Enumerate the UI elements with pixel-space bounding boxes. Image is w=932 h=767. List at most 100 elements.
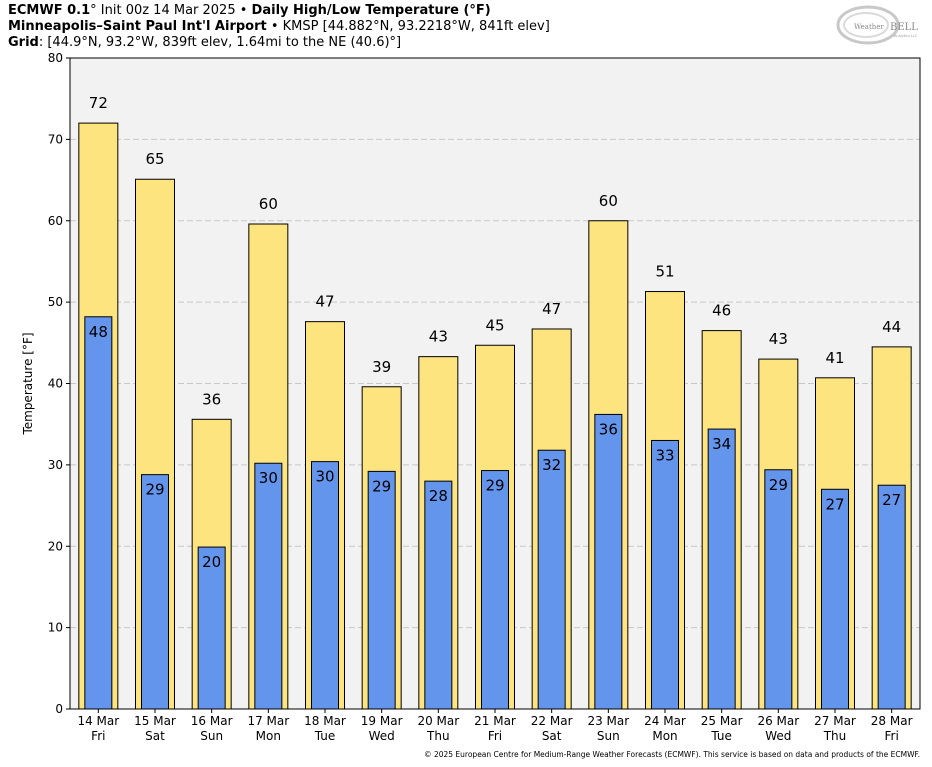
y-tick-label: 60 [48,214,63,228]
x-tick-date: 24 Mar [644,714,686,728]
low-temp-label: 30 [315,468,334,486]
x-tick-weekday: Fri [885,729,899,743]
low-temp-label: 32 [542,456,561,474]
y-tick-label: 50 [48,295,63,309]
low-temp-label: 48 [89,323,108,341]
grid-label: Grid [8,35,39,50]
x-tick-date: 16 Mar [191,714,233,728]
low-temp-bar [877,484,906,710]
x-tick-date: 23 Mar [587,714,629,728]
logo-swirl-outer [836,5,900,45]
model-name: ECMWF 0.1 [8,3,91,18]
x-tick-date: 27 Mar [814,714,856,728]
x-tick-date: 22 Mar [531,714,573,728]
x-tick-date: 17 Mar [247,714,289,728]
weatherbell-logo: Weather BELL Analytics LLC [836,5,918,45]
low-temp-label: 30 [259,469,278,487]
low-temp-bar [424,480,453,710]
high-temp-label: 51 [655,263,674,281]
product-title: Daily High/Low Temperature (°F) [251,3,491,18]
x-tick-date: 18 Mar [304,714,346,728]
station-separator: • [266,19,283,34]
init-time: ° Init 00z 14 Mar 2025 [90,3,236,18]
y-tick-label: 70 [48,132,63,146]
station-name: Minneapolis–Saint Paul Int'l Airport [8,19,267,34]
high-temp-label: 72 [89,94,108,112]
x-tick-weekday: Wed [369,729,395,743]
high-temp-label: 60 [599,192,618,210]
high-temp-label: 47 [542,300,561,318]
high-temp-label: 45 [485,316,504,334]
chart-title-line1: ECMWF 0.1° Init 00z 14 Mar 2025 • Daily … [8,3,491,19]
x-tick-weekday: Tue [314,729,336,743]
value-labels: 72 48 65 29 36 20 60 30 47 30 39 29 43 28 45 29 47 32 60 36… [89,94,901,571]
low-temp-label: 29 [372,477,391,495]
low-temp-label: 20 [202,553,221,571]
x-tick-weekday: Fri [488,729,502,743]
high-temp-label: 47 [315,293,334,311]
high-temp-label: 41 [825,349,844,367]
x-tick-weekday: Sat [145,729,165,743]
low-temp-bar [84,316,113,710]
high-temp-label: 46 [712,302,731,320]
logo-text-a: Weather [854,23,884,31]
x-tick-weekday: Sun [200,729,223,743]
low-temp-bar [254,462,283,710]
x-tick-date: 21 Mar [474,714,516,728]
grid-details: : [44.9°N, 93.2°W, 839ft elev, 1.64mi to… [38,35,402,50]
y-tick-label: 30 [48,458,63,472]
y-tick-label: 80 [48,51,63,65]
x-tick-date: 14 Mar [77,714,119,728]
low-temp-bar [197,546,226,710]
low-temp-bar [481,470,509,710]
low-temp-label: 33 [655,446,674,464]
x-tick-weekday: Tue [710,729,732,743]
x-tick-weekday: Mon [652,729,677,743]
logo-subtext: Analytics LLC [894,34,918,38]
chart-title-line2: Minneapolis–Saint Paul Int'l Airport • K… [8,19,550,35]
x-tick-weekday: Wed [765,729,791,743]
low-temp-label: 27 [882,491,901,509]
low-temp-label: 29 [485,477,504,495]
y-tick-label: 10 [48,621,63,635]
high-temp-label: 36 [202,390,221,408]
low-temp-label: 27 [825,495,844,513]
low-temp-bar [367,470,396,710]
x-tick-weekday: Fri [91,729,105,743]
x-tick-weekday: Sat [542,729,562,743]
y-tick-label: 0 [55,702,63,716]
station-details: KMSP [44.882°N, 93.2218°W, 841ft elev] [282,19,550,34]
x-tick-date: 15 Mar [134,714,176,728]
y-axis-label: Temperature [°F] [21,332,35,435]
high-temp-label: 65 [145,150,164,168]
chart-title-line3: Grid: [44.9°N, 93.2°W, 839ft elev, 1.64m… [8,35,401,51]
x-tick-date: 25 Mar [701,714,743,728]
x-tick-date: 20 Mar [417,714,459,728]
x-tick-weekday: Thu [823,729,847,743]
low-temp-bar [537,449,566,710]
high-temp-label: 39 [372,358,391,376]
title-separator: • [235,3,252,18]
x-tick-date: 28 Mar [871,714,913,728]
logo-text-b: BELL [890,22,918,33]
low-temp-bar [311,461,339,710]
low-temp-bar [707,428,736,710]
y-tick-label: 20 [48,539,63,553]
high-temp-label: 60 [259,195,278,213]
low-temp-bar [821,488,849,710]
low-temp-bar [764,469,793,710]
x-tick-date: 19 Mar [361,714,403,728]
logo-swirl-inner [843,12,889,38]
high-temp-label: 43 [769,330,788,348]
y-tick-label: 40 [48,377,63,391]
low-temp-label: 36 [599,420,618,438]
low-temp-label: 29 [145,481,164,499]
x-tick-date: 26 Mar [757,714,799,728]
x-tick-weekday: Thu [426,729,450,743]
high-temp-label: 44 [882,318,901,336]
low-temp-label: 28 [429,487,448,505]
high-temp-label: 43 [429,328,448,346]
x-tick-weekday: Mon [256,729,281,743]
